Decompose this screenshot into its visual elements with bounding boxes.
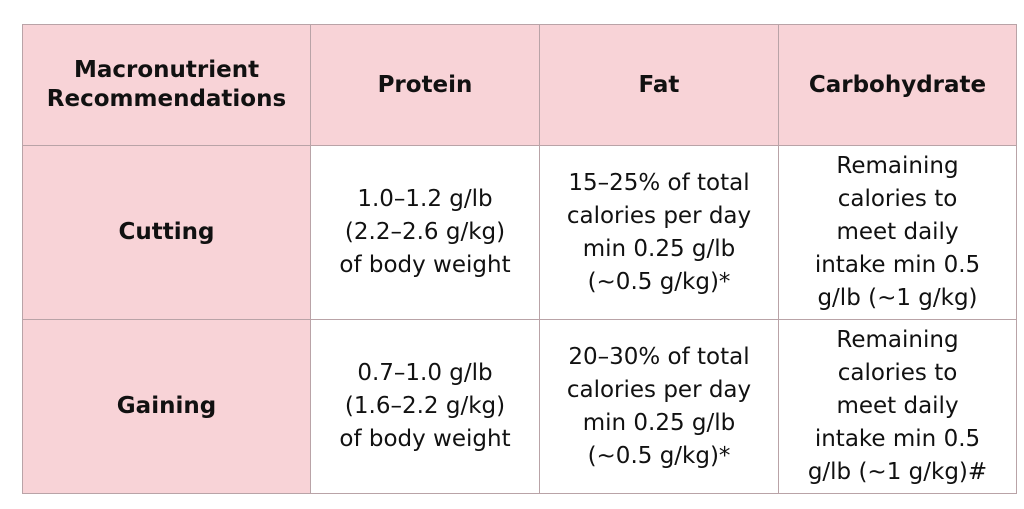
header-carbohydrate: Carbohydrate [778,24,1017,146]
cutting-fat-line: (~0.5 g/kg)* [587,268,731,295]
cutting-carb-line: Remaining [836,153,959,179]
cutting-protein-line: 1.0–1.2 g/lb [357,186,493,212]
gaining-carb-line: intake min 0.5 [814,426,981,452]
cutting-fat-line: calories per day [566,202,752,229]
row-label-gaining: Gaining [22,319,311,494]
cutting-carb-line: intake min 0.5 [814,252,981,278]
cutting-fat-line: min 0.25 g/lb [582,235,736,262]
header-corner-line2: Recommendations [46,86,287,112]
cutting-protein-line: (2.2–2.6 g/kg) [344,219,506,245]
cutting-carb-line: g/lb (~1 g/kg) [817,285,978,311]
header-fat: Fat [539,24,779,146]
gaining-fat-line: calories per day [566,376,752,403]
cutting-fat-line: 15–25% of total [568,169,750,196]
gaining-carb-line: g/lb (~1 g/kg)# [807,459,988,485]
header-protein: Protein [310,24,540,146]
gaining-carbohydrate-cell: Remaining calories to meet daily intake … [778,319,1017,494]
cutting-protein-cell: 1.0–1.2 g/lb (2.2–2.6 g/kg) of body weig… [310,145,540,320]
gaining-carb-line: calories to [837,360,958,386]
gaining-carb-line: meet daily [836,393,959,419]
gaining-protein-line: (1.6–2.2 g/kg) [344,393,506,419]
row-cutting: Cutting 1.0–1.2 g/lb (2.2–2.6 g/kg) of b… [22,145,1017,320]
cutting-protein-line: of body weight [339,252,511,278]
cutting-fat-cell: 15–25% of total calories per day min 0.2… [539,145,779,320]
cutting-carb-line: calories to [837,186,958,212]
gaining-protein-line: 0.7–1.0 g/lb [357,360,493,386]
header-corner-line1: Macronutrient [73,57,260,83]
gaining-carb-line: Remaining [836,327,959,353]
gaining-fat-line: min 0.25 g/lb [582,409,736,436]
cutting-carb-line: meet daily [836,219,959,245]
gaining-protein-cell: 0.7–1.0 g/lb (1.6–2.2 g/kg) of body weig… [310,319,540,494]
row-label-cutting: Cutting [22,145,311,320]
macronutrient-table: Macronutrient Recommendations Protein Fa… [22,24,1017,494]
row-gaining: Gaining 0.7–1.0 g/lb (1.6–2.2 g/kg) of b… [22,319,1017,494]
gaining-fat-cell: 20–30% of total calories per day min 0.2… [539,319,779,494]
gaining-protein-line: of body weight [339,426,511,452]
cutting-carbohydrate-cell: Remaining calories to meet daily intake … [778,145,1017,320]
header-row: Macronutrient Recommendations Protein Fa… [22,24,1017,146]
gaining-fat-line: 20–30% of total [568,343,750,370]
gaining-fat-line: (~0.5 g/kg)* [587,442,731,469]
header-corner-cell: Macronutrient Recommendations [22,24,311,146]
